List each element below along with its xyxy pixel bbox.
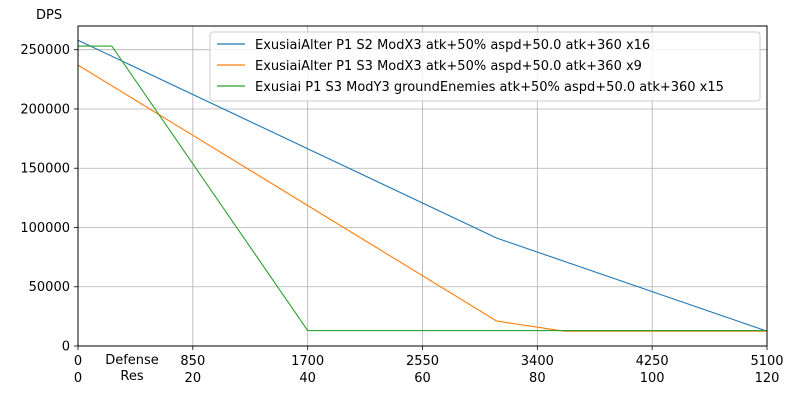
x-tick-label-secondary: 0 [74,371,82,386]
y-axis-title: DPS [36,8,62,23]
x-tick-label: 850 [180,354,205,369]
legend: ExusiaiAlter P1 S2 ModX3 atk+50% aspd+50… [209,31,761,102]
legend-box [209,31,761,102]
x-tick-label-secondary: 100 [640,371,665,386]
x-axis-title-line2: Res [120,369,143,384]
x-tick-label: 0 [74,354,82,369]
y-tick-label: 150000 [20,162,70,177]
series-line-2 [77,64,767,332]
series-line-1 [77,39,768,332]
x-tick-label-secondary: 60 [414,371,431,386]
x-tick-label: 2550 [406,354,439,369]
y-tick-label: 250000 [20,43,70,58]
y-tick-label: 0 [62,340,70,355]
x-tick-label-secondary: 120 [755,371,780,386]
y-tick-label: 200000 [20,102,70,117]
y-tick-label: 50000 [29,280,70,295]
x-tick-label: 1700 [291,354,324,369]
x-axis: 0 0 850 20 1700 40 2550 60 3400 80 4250 100 5100 120 [74,346,784,386]
legend-label-2: ExusiaiAlter P1 S3 ModX3 atk+50% aspd+50… [255,59,642,74]
x-tick-label-secondary: 20 [185,371,202,386]
y-axis: 0 50000 100000 150000 200000 250000 [20,43,78,355]
legend-label-3: Exusiai P1 S3 ModY3 groundEnemies atk+50… [255,80,724,95]
x-tick-label: 5100 [750,354,783,369]
x-axis-title-line1: Defense [105,353,159,368]
x-tick-label: 4250 [636,354,669,369]
series-line-3 [78,45,767,332]
series-layer [77,39,768,332]
x-tick-label: 3400 [521,354,554,369]
y-tick-label: 100000 [20,221,70,236]
x-tick-label-secondary: 80 [529,371,546,386]
legend-label-1: ExusiaiAlter P1 S2 ModX3 atk+50% aspd+50… [255,38,650,53]
x-tick-label-secondary: 40 [299,371,316,386]
